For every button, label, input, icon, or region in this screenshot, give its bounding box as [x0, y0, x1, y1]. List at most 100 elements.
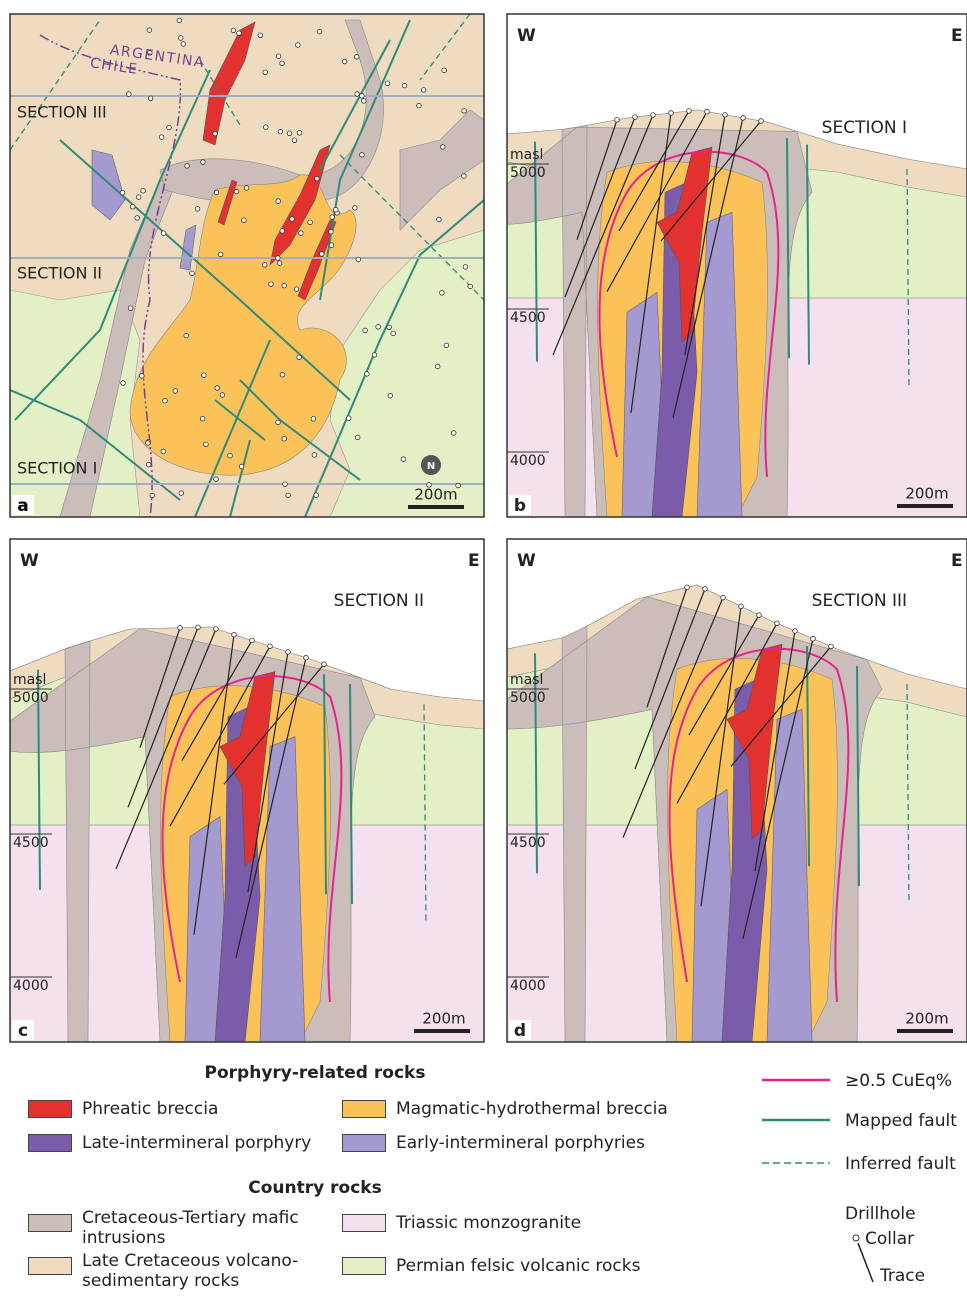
drill-collar [196, 625, 201, 630]
collar [276, 420, 281, 425]
collar [294, 287, 299, 292]
collar [372, 353, 377, 358]
collar [312, 453, 317, 458]
collar [297, 355, 302, 360]
collar [282, 436, 287, 441]
collar [258, 33, 263, 38]
section-label: SECTION III [17, 103, 107, 122]
scale-label: 200m [414, 486, 457, 504]
scale-bar [897, 504, 953, 508]
collar [360, 153, 365, 158]
swatch [342, 1134, 386, 1152]
scale-label: 200m [905, 485, 948, 503]
collar [128, 306, 133, 311]
collar [317, 29, 322, 34]
section-title: SECTION II [334, 591, 424, 611]
section-title: SECTION III [812, 591, 907, 611]
drill-collar [687, 109, 692, 114]
section-label: SECTION I [17, 459, 97, 478]
legend-heading: Porphyry-related rocks [115, 1063, 515, 1083]
west-label: W [20, 551, 39, 571]
section-panel: WESECTION IImasl500045004000200mc [10, 551, 484, 1042]
collar [167, 125, 172, 130]
drill-collar [304, 655, 309, 660]
collar [185, 164, 190, 169]
drill-collar [757, 613, 762, 618]
collar [201, 160, 206, 165]
drill-collar [633, 115, 638, 120]
legend-item: Cretaceous-Tertiary mafic intrusions [82, 1208, 327, 1248]
collar [234, 189, 239, 194]
drill-collar [705, 109, 710, 114]
collar [290, 217, 295, 222]
legend-item: Triassic monzogranite [396, 1213, 581, 1233]
collar [463, 265, 468, 270]
drill-collar [250, 638, 255, 643]
swatch [28, 1134, 72, 1152]
drill-collar [178, 625, 183, 630]
collar [342, 59, 347, 64]
collar [435, 364, 440, 369]
collar [319, 252, 324, 257]
elevation-label: 5000 [13, 690, 49, 706]
collar [173, 389, 178, 394]
collar [360, 94, 365, 99]
north-label: N [427, 461, 435, 472]
drill-collar [268, 644, 273, 649]
collar [220, 393, 225, 398]
legend-item: Permian felsic volcanic rocks [396, 1256, 640, 1276]
collar [417, 103, 422, 108]
drill-collar [322, 662, 327, 667]
collar [315, 176, 320, 181]
collar [280, 61, 285, 66]
collar [244, 186, 249, 191]
collar [262, 263, 267, 268]
elevation-label: 4500 [13, 835, 49, 851]
collar [161, 449, 166, 454]
drill-collar [723, 113, 728, 118]
collar [120, 190, 125, 195]
collar [355, 435, 360, 440]
swatch [342, 1214, 386, 1232]
collar [462, 109, 467, 114]
east-label: E [468, 551, 480, 571]
collar [346, 416, 351, 421]
collar [141, 188, 146, 193]
collar [287, 131, 292, 136]
west-label: W [517, 26, 536, 46]
collar [136, 195, 141, 200]
collar [391, 331, 396, 336]
collar [440, 145, 445, 150]
legend-item: Late-intermineral porphyry [82, 1133, 311, 1153]
collar [451, 431, 456, 436]
collar [402, 83, 407, 88]
collar [140, 374, 145, 379]
collar [440, 291, 445, 296]
drill-collar [829, 644, 834, 649]
drill-collar [741, 116, 746, 121]
collar [442, 68, 447, 73]
elevation-unit: masl [13, 672, 46, 688]
scale-bar [414, 1029, 470, 1033]
collar [387, 325, 392, 330]
scale-bar [897, 1029, 953, 1033]
collar [184, 333, 189, 338]
collar [121, 381, 126, 386]
collar [202, 373, 207, 378]
collar [388, 393, 393, 398]
collar [178, 36, 183, 41]
collar [282, 283, 287, 288]
collar [297, 131, 302, 136]
collar [146, 462, 151, 467]
collar [280, 229, 285, 234]
elevation-label: 4500 [510, 310, 546, 326]
drill-collar [775, 621, 780, 626]
drill-collar [721, 595, 726, 600]
collar [146, 441, 151, 446]
legend-item: Drillhole [845, 1204, 916, 1224]
collar [355, 92, 360, 97]
collar [329, 229, 334, 234]
collar [237, 31, 242, 36]
collar [314, 493, 319, 498]
collar [280, 372, 285, 377]
